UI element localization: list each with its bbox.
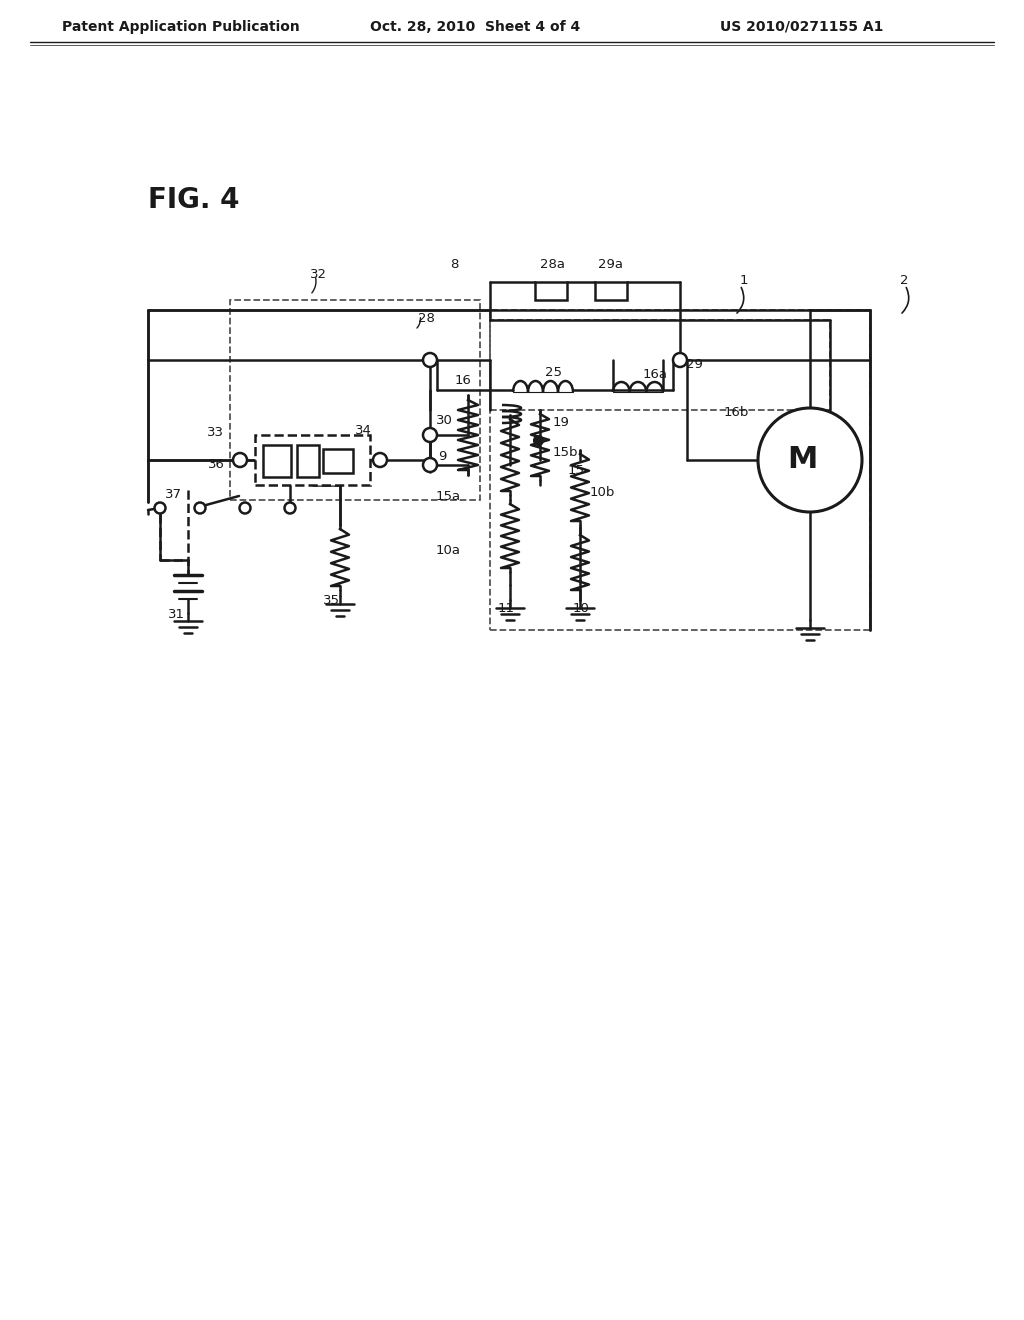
- Bar: [490, 310, 870, 630]
- Text: Oct. 28, 2010  Sheet 4 of 4: Oct. 28, 2010 Sheet 4 of 4: [370, 20, 581, 34]
- Circle shape: [195, 503, 206, 513]
- Text: Patent Application Publication: Patent Application Publication: [62, 20, 300, 34]
- Text: 8: 8: [450, 259, 459, 272]
- Text: 15b: 15b: [553, 446, 579, 458]
- Text: 36: 36: [208, 458, 225, 471]
- Circle shape: [423, 458, 437, 473]
- Bar: [230, 300, 480, 500]
- Text: 10a: 10a: [436, 544, 461, 557]
- Text: 25: 25: [545, 366, 562, 379]
- Circle shape: [423, 428, 437, 442]
- Text: 16a: 16a: [643, 368, 668, 381]
- Bar: [490, 319, 830, 411]
- Circle shape: [155, 503, 166, 513]
- Text: 29a: 29a: [598, 259, 623, 272]
- Text: 11: 11: [498, 602, 515, 615]
- Text: 29: 29: [686, 359, 702, 371]
- Text: 1: 1: [740, 273, 749, 286]
- Bar: [323, 449, 353, 473]
- Text: 35: 35: [323, 594, 340, 606]
- Bar: [263, 445, 291, 477]
- Text: 10: 10: [573, 602, 590, 615]
- Text: 19: 19: [553, 417, 570, 429]
- Text: 9: 9: [438, 450, 446, 462]
- Text: 31: 31: [168, 609, 185, 622]
- Text: 15a: 15a: [436, 491, 461, 503]
- Circle shape: [423, 352, 437, 367]
- Text: 33: 33: [207, 425, 224, 438]
- Text: 32: 32: [310, 268, 327, 281]
- Text: 37: 37: [165, 488, 182, 502]
- Text: 30: 30: [436, 413, 453, 426]
- Text: 16: 16: [455, 374, 472, 387]
- Circle shape: [285, 503, 296, 513]
- Text: 28a: 28a: [540, 259, 565, 272]
- Text: 10b: 10b: [590, 486, 615, 499]
- Circle shape: [758, 408, 862, 512]
- Circle shape: [373, 453, 387, 467]
- Bar: [535, 282, 567, 300]
- Text: 16b: 16b: [724, 405, 750, 418]
- Circle shape: [673, 352, 687, 367]
- Text: FIG. 4: FIG. 4: [148, 186, 240, 214]
- Bar: [297, 445, 319, 477]
- Text: M: M: [786, 446, 817, 474]
- Circle shape: [233, 453, 247, 467]
- Circle shape: [240, 503, 251, 513]
- Bar: [595, 282, 627, 300]
- Text: 28: 28: [418, 312, 435, 325]
- Bar: [255, 436, 370, 484]
- Text: 2: 2: [900, 273, 908, 286]
- Text: 34: 34: [355, 424, 372, 437]
- Text: US 2010/0271155 A1: US 2010/0271155 A1: [720, 20, 884, 34]
- Text: 15: 15: [568, 463, 585, 477]
